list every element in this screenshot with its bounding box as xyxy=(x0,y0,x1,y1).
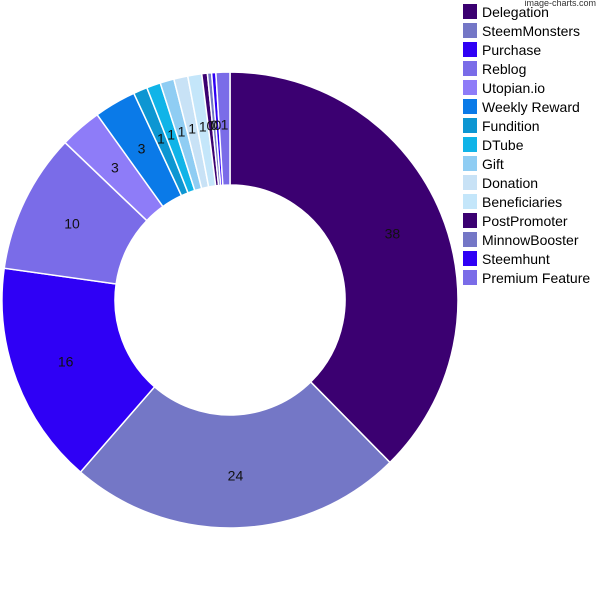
legend-swatch xyxy=(463,99,477,114)
legend-label: Utopian.io xyxy=(482,80,545,96)
slice-label: 0 xyxy=(206,118,214,134)
legend-label: Steemhunt xyxy=(482,251,550,267)
legend-label: Donation xyxy=(482,175,538,191)
slice-label: 3 xyxy=(111,160,119,176)
slice-label: 38 xyxy=(385,225,401,241)
slice-label: 1 xyxy=(167,127,175,143)
slice-label: 1 xyxy=(188,121,196,137)
slice-label: 3 xyxy=(138,140,146,156)
slice-label: 0 xyxy=(210,117,218,133)
slice-steemmonsters xyxy=(79,380,392,529)
slices xyxy=(1,71,459,529)
slice-premium-feature xyxy=(215,71,231,187)
slice-delegation xyxy=(229,71,459,464)
legend-label: Fundition xyxy=(482,118,540,134)
legend-swatch xyxy=(463,118,477,133)
legend-swatch xyxy=(463,80,477,95)
legend-label: MinnowBooster xyxy=(482,232,579,248)
legend-label: Reblog xyxy=(482,61,526,77)
legend-label: Premium Feature xyxy=(482,270,590,286)
slice-purchase xyxy=(1,267,156,474)
legend-swatch xyxy=(463,23,477,38)
slice-label: 1 xyxy=(157,131,165,147)
legend-label: DTube xyxy=(482,137,524,153)
legend-label: PostPromoter xyxy=(482,213,568,229)
legend-label: SteemMonsters xyxy=(482,23,580,39)
legend-swatch xyxy=(463,156,477,171)
legend-swatch xyxy=(463,270,477,285)
legend-swatch xyxy=(463,4,477,19)
legend-swatch xyxy=(463,137,477,152)
slice-label: 10 xyxy=(64,216,80,232)
slice-label: 1 xyxy=(221,117,229,133)
legend-swatch xyxy=(463,194,477,209)
legend-label: Weekly Reward xyxy=(482,99,580,115)
legend: Delegation SteemMonsters Purchase Reblog Uto… xyxy=(463,4,590,286)
legend-swatch xyxy=(463,251,477,266)
legend-swatch xyxy=(463,213,477,228)
slice-label: 1 xyxy=(199,119,207,135)
legend-label: Delegation xyxy=(482,4,549,20)
slice-label: 0 xyxy=(214,117,222,133)
legend-swatch xyxy=(463,175,477,190)
legend-swatch xyxy=(463,232,477,247)
legend-swatch xyxy=(463,61,477,76)
legend-label: Beneficiaries xyxy=(482,194,562,210)
slice-label: 1 xyxy=(178,123,186,139)
legend-label: Purchase xyxy=(482,42,541,58)
legend-swatch xyxy=(463,42,477,57)
slice-label: 16 xyxy=(58,353,74,369)
slice-label: 24 xyxy=(228,467,244,483)
watermark: image-charts.com xyxy=(524,0,596,8)
legend-label: Gift xyxy=(482,156,504,172)
